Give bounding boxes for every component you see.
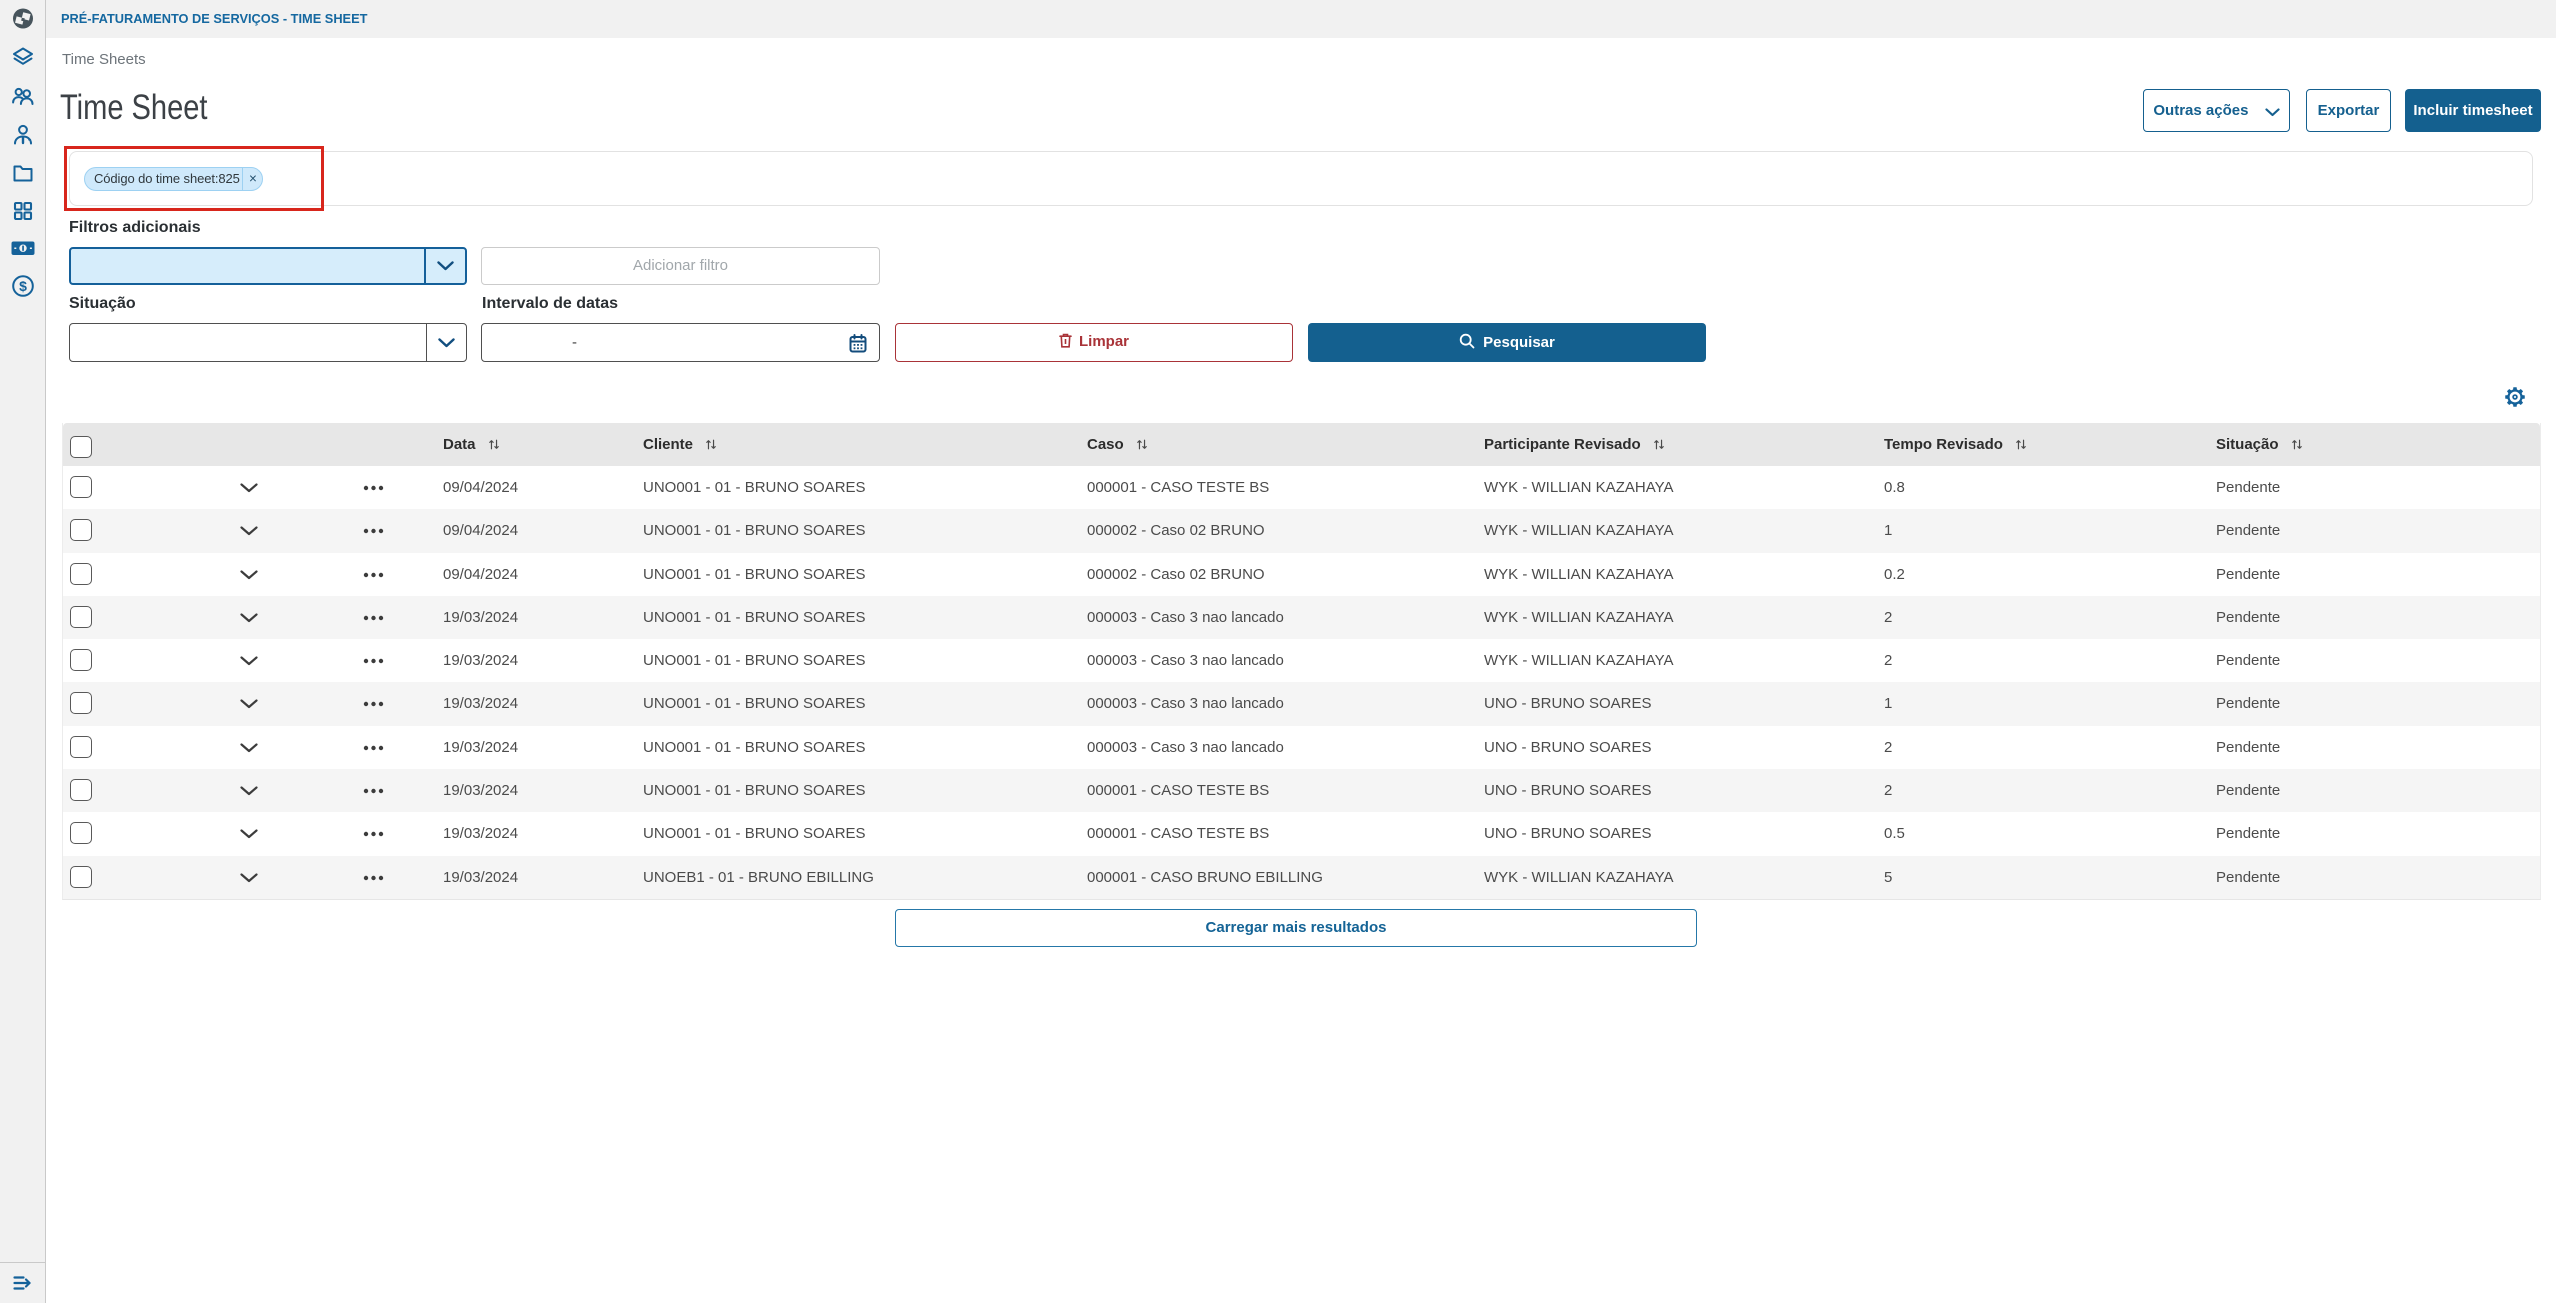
- svg-text:$: $: [19, 278, 27, 294]
